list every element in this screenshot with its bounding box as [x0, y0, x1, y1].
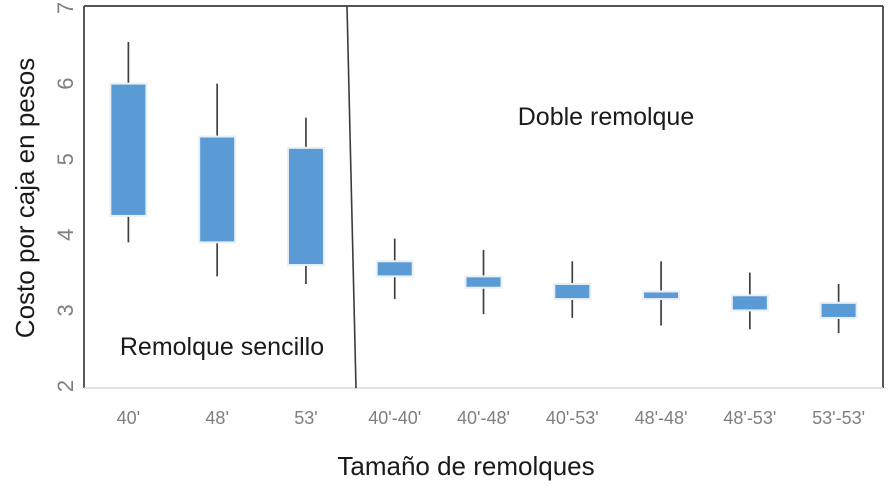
x-tick-label: 48'-53': [723, 408, 776, 428]
x-tick-label: 53': [294, 408, 317, 428]
box-rect: [730, 294, 769, 312]
x-tick-label: 40'-40': [368, 408, 421, 428]
box-rect: [553, 282, 592, 301]
y-tick-label: 6: [53, 77, 78, 89]
y-tick-labels: 2 3 4 5 6 7: [53, 2, 78, 392]
x-tick-label: 40': [117, 408, 140, 428]
boxes-layer: [109, 42, 858, 334]
group-divider-line: [346, 5, 357, 389]
x-tick-labels: 40' 48' 53' 40'-40' 40'-48' 40'-53' 48'-48' 48'…: [117, 408, 865, 428]
box-rect: [642, 290, 681, 301]
x-axis-title: Tamaño de remolques: [337, 451, 594, 481]
y-tick-label: 3: [53, 304, 78, 316]
y-axis-title: Costo por caja en pesos: [10, 58, 40, 338]
y-tick-label: 2: [53, 380, 78, 392]
x-tick-label: 48': [205, 408, 228, 428]
box-rect: [819, 301, 858, 319]
box-rect: [286, 146, 325, 267]
annotation-remolque-sencillo: Remolque sencillo: [120, 333, 324, 361]
x-tick-label: 48'-48': [635, 408, 688, 428]
box-rect: [464, 275, 503, 289]
box-rect: [198, 135, 237, 244]
y-tick-label: 7: [53, 2, 78, 14]
annotation-doble-remolque: Doble remolque: [518, 103, 695, 131]
box-rect: [109, 82, 148, 217]
y-tick-label: 5: [53, 153, 78, 165]
x-tick-label: 40'-48': [457, 408, 510, 428]
x-tick-label: 40'-53': [546, 408, 599, 428]
y-tick-label: 4: [53, 229, 78, 241]
x-tick-label: 53'-53': [812, 408, 865, 428]
box-rect: [375, 260, 414, 278]
